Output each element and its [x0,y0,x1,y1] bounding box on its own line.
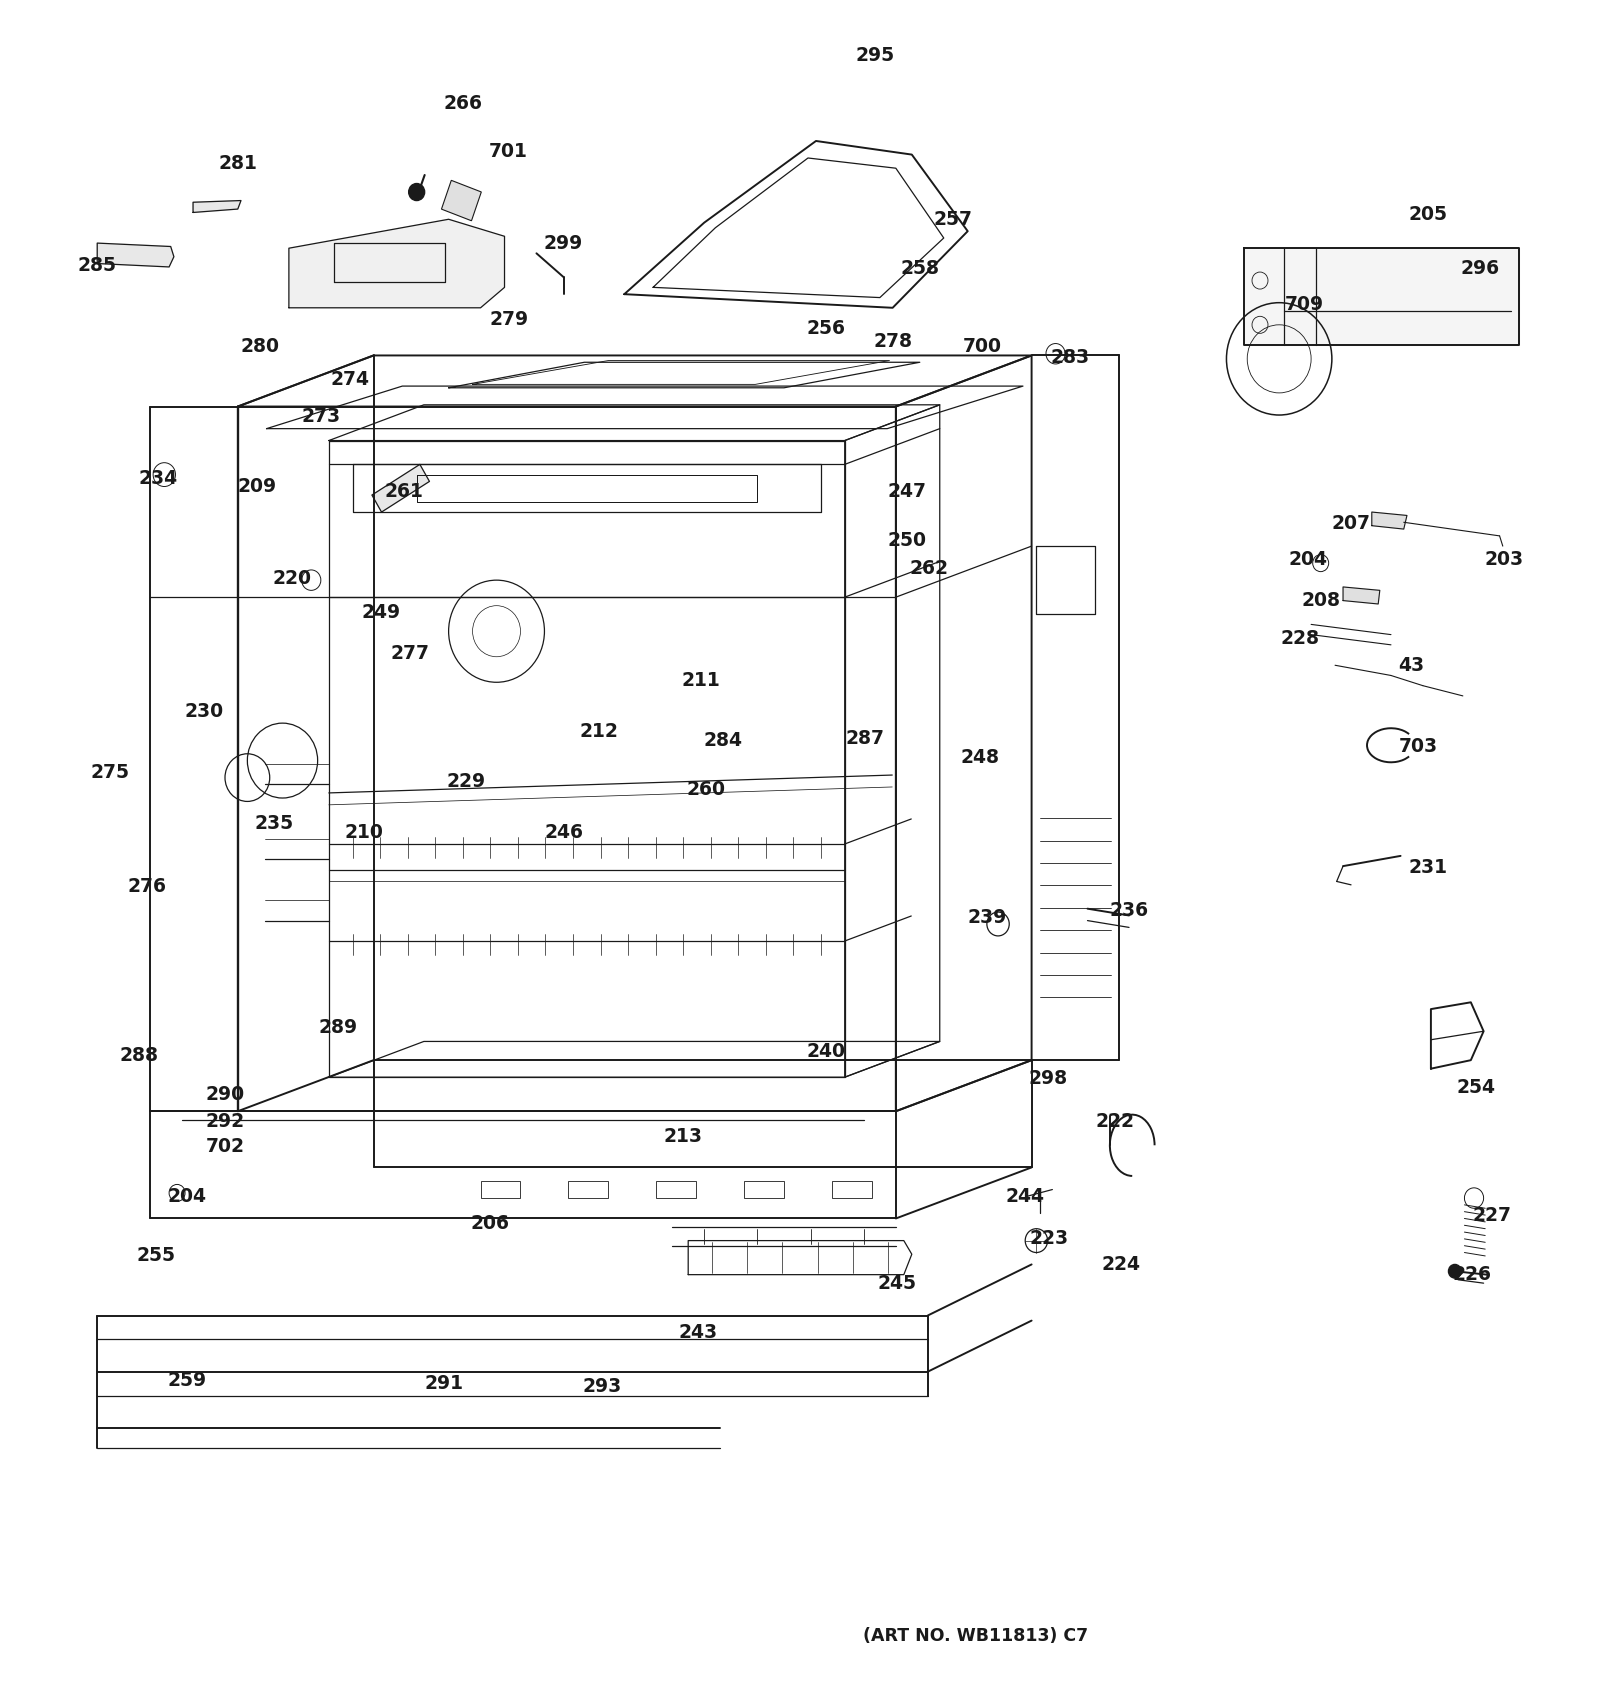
Text: 240: 240 [806,1042,845,1061]
Text: 204: 204 [1288,551,1328,569]
Text: 259: 259 [166,1371,206,1390]
Bar [480,1182,520,1199]
Bar [744,1182,784,1199]
Text: 211: 211 [682,672,720,691]
Text: 280: 280 [240,338,280,356]
Text: 247: 247 [888,483,926,501]
Bar [568,1182,608,1199]
Text: 205: 205 [1408,205,1448,223]
Text: 258: 258 [901,259,939,278]
Polygon shape [1371,512,1406,529]
Text: 262: 262 [910,559,949,578]
Circle shape [408,184,424,201]
Text: 284: 284 [704,731,742,750]
Text: 254: 254 [1456,1078,1494,1096]
Text: 276: 276 [128,876,166,897]
Text: 709: 709 [1285,295,1325,314]
Text: 208: 208 [1301,592,1341,610]
Polygon shape [371,464,429,512]
Text: 299: 299 [544,234,584,252]
Text: (ART NO. WB11813) C7: (ART NO. WB11813) C7 [862,1627,1088,1645]
Polygon shape [194,201,242,213]
Text: 229: 229 [446,771,486,791]
Text: 248: 248 [962,748,1000,767]
Text: 278: 278 [874,332,912,351]
Bar [832,1182,872,1199]
Text: 266: 266 [443,94,483,113]
Text: 295: 295 [856,46,894,65]
Circle shape [1448,1265,1461,1279]
Text: 226: 226 [1453,1265,1491,1284]
Text: 701: 701 [488,142,526,160]
Text: 43: 43 [1398,656,1424,675]
Text: 227: 227 [1472,1205,1510,1224]
Text: 261: 261 [384,483,424,501]
Text: 279: 279 [490,310,530,329]
Text: 291: 291 [424,1374,464,1393]
Text: 290: 290 [205,1084,245,1103]
Bar [442,181,482,220]
Text: 230: 230 [184,702,224,721]
Text: 234: 234 [138,469,178,488]
Text: 231: 231 [1408,858,1448,878]
Polygon shape [1342,587,1379,604]
Text: 243: 243 [678,1323,717,1342]
Text: 257: 257 [934,210,973,228]
Text: 212: 212 [579,723,618,742]
Text: 292: 292 [205,1112,245,1130]
Text: 245: 245 [878,1274,917,1292]
Text: 206: 206 [470,1214,510,1233]
Text: 239: 239 [968,907,1006,928]
Text: 287: 287 [846,730,885,748]
Text: 236: 236 [1109,900,1149,921]
Text: 260: 260 [686,779,725,800]
Text: 298: 298 [1029,1069,1067,1088]
Polygon shape [98,244,174,268]
Text: 277: 277 [390,644,430,663]
Text: 209: 209 [237,477,277,496]
Text: 283: 283 [1050,348,1090,367]
Text: 703: 703 [1398,738,1438,757]
Text: 281: 281 [218,153,258,172]
Text: 222: 222 [1094,1112,1134,1130]
Text: 223: 223 [1030,1229,1069,1248]
Text: 288: 288 [120,1045,158,1064]
Text: 700: 700 [963,338,1002,356]
Text: 228: 228 [1280,629,1320,648]
Bar [656,1182,696,1199]
Text: 220: 220 [272,569,312,588]
Text: 249: 249 [362,604,402,622]
Text: 250: 250 [888,532,926,551]
Text: 289: 289 [318,1018,358,1037]
Text: 246: 246 [544,822,582,842]
Text: 275: 275 [91,764,130,783]
Text: 204: 204 [166,1187,206,1205]
Text: 210: 210 [344,822,384,842]
Text: 285: 285 [78,256,117,275]
Text: 256: 256 [806,319,845,338]
Text: 207: 207 [1331,515,1371,534]
Text: 244: 244 [1006,1187,1045,1205]
Text: 235: 235 [254,813,294,834]
Text: 274: 274 [330,370,370,389]
Text: 213: 213 [664,1127,702,1146]
Text: 203: 203 [1485,551,1523,569]
Text: 224: 224 [1101,1255,1141,1274]
Text: 702: 702 [205,1137,245,1156]
Text: 293: 293 [582,1378,621,1396]
Text: 296: 296 [1461,259,1499,278]
Polygon shape [290,220,504,309]
Polygon shape [1245,249,1518,344]
Text: 255: 255 [138,1246,176,1265]
Text: 273: 273 [301,407,341,426]
